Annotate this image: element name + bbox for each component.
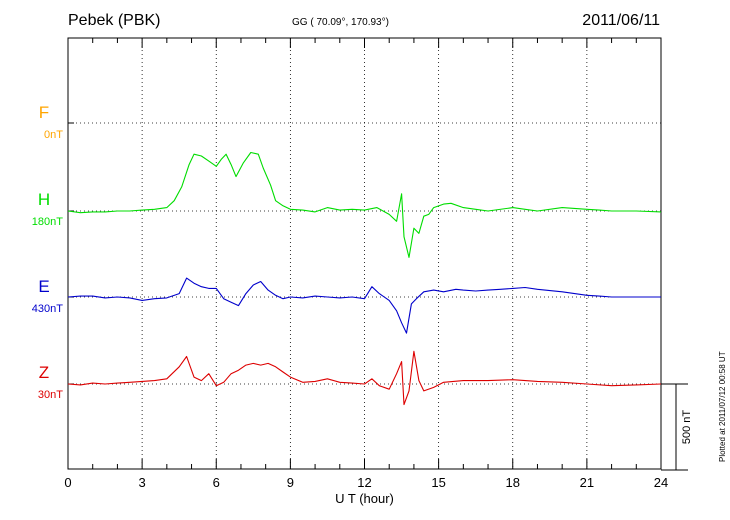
scale-bar-label: 500 nT — [681, 410, 693, 445]
series-offset-h: 180nT — [32, 216, 63, 228]
series-label-e: E — [38, 277, 49, 296]
geographic-coordinates: GG ( 70.09°, 170.93°) — [292, 17, 389, 28]
series-offset-f: 0nT — [44, 129, 63, 141]
date-label: 2011/06/11 — [582, 12, 660, 29]
series-line-z — [67, 350, 662, 406]
x-tick-label: 21 — [580, 475, 594, 490]
series-offset-z: 30nT — [38, 389, 63, 401]
x-tick-label: 18 — [506, 475, 520, 490]
x-axis-label: U T (hour) — [335, 491, 394, 506]
x-tick-label: 24 — [654, 475, 668, 490]
series-line-h — [67, 151, 662, 258]
series-label-z: Z — [39, 363, 49, 382]
series-offset-e: 430nT — [32, 303, 63, 315]
grid-lines — [68, 38, 661, 469]
plotted-timestamp: Plotted at 2011/07/12 00:58 UT — [718, 351, 727, 462]
x-tick-label: 15 — [431, 475, 445, 490]
series-line-e — [67, 277, 661, 334]
series-label-f: F — [39, 103, 49, 122]
x-tick-label: 12 — [357, 475, 371, 490]
x-tick-label: 0 — [64, 475, 71, 490]
x-tick-label: 6 — [213, 475, 220, 490]
station-title: Pebek (PBK) — [68, 12, 161, 29]
x-tick-label: 3 — [139, 475, 146, 490]
series-label-h: H — [38, 190, 50, 209]
x-tick-label: 9 — [287, 475, 294, 490]
